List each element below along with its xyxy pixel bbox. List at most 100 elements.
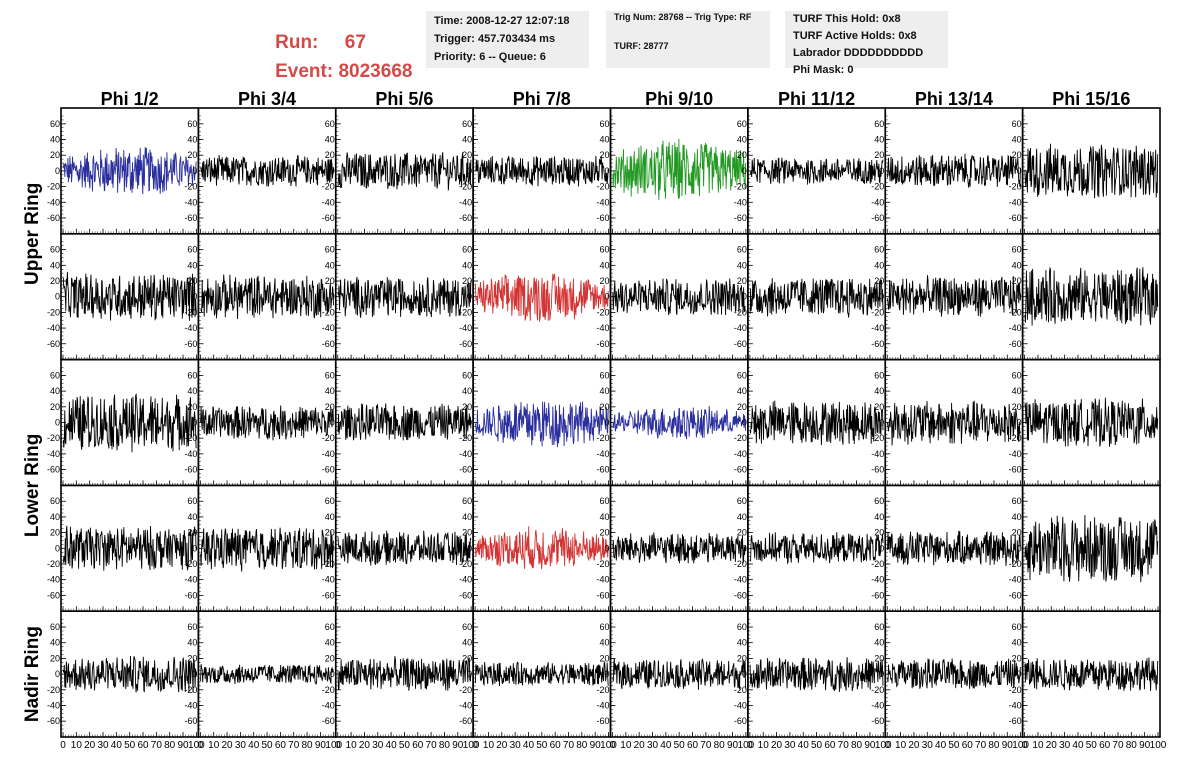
y-tick-label: 20 [599,150,609,160]
y-tick-label: -20 [322,685,335,695]
y-tick-label: 40 [599,512,609,522]
x-tick-label: 30 [922,740,934,751]
waveform-trace [474,401,609,448]
x-tick-label: 50 [262,740,274,751]
x-tick-label: 90 [864,740,876,751]
y-tick-label: 0 [330,418,335,428]
y-tick-label: 40 [325,135,335,145]
y-tick-label: 40 [325,386,335,396]
y-tick-label: 40 [1012,638,1022,648]
y-tick-label: -60 [1009,213,1022,223]
x-tick-label: 40 [1072,740,1084,751]
waveform-trace [62,271,197,321]
y-tick-label: -20 [1009,685,1022,695]
waveform-cell: 60 40 20 0 -20 -40 -60 [459,484,612,612]
y-tick-label: 40 [50,260,60,270]
y-tick-label: -20 [184,182,197,192]
waveform-cell: 60 40 20 0 -20 -40 -60 [734,107,887,235]
y-tick-label: 60 [462,370,472,380]
y-tick-label: 60 [737,245,747,255]
x-tick-label: 70 [1112,740,1124,751]
trig-num-text: Trig Num: 28768 -- Trig Type: RF [614,12,752,22]
y-tick-label: 20 [599,276,609,286]
x-tick-label: 100 [875,740,892,751]
y-tick-label: 0 [879,292,884,302]
x-tick-label: 40 [935,740,947,751]
y-tick-label: -60 [322,339,335,349]
waveform-trace [612,406,747,440]
y-tick-label: 40 [599,638,609,648]
x-tick-label: 80 [576,740,588,751]
y-tick-label: 0 [192,292,197,302]
y-tick-label: -20 [47,307,60,317]
y-tick-label: -60 [184,339,197,349]
waveform-trace [474,660,609,687]
y-tick-label: 60 [1012,496,1022,506]
waveform-cell: 60 40 20 0 -20 -40 -60 [459,107,612,235]
y-tick-label: -40 [1009,575,1022,585]
y-tick-label: 40 [874,638,884,648]
x-tick-label: 30 [1059,740,1071,751]
column-header: Phi 13/14 [915,89,993,109]
waveform-cell: 60 40 20 0 -20 -40 -60 [596,484,749,612]
y-tick-label: 0 [742,292,747,302]
waveform-cell: 60 40 20 0 -20 -40 -60 [322,233,474,361]
x-tick-label: 80 [439,740,451,751]
y-tick-label: 0 [604,543,609,553]
waveform-trace [887,153,1021,188]
y-tick-label: 0 [192,418,197,428]
x-tick-label: 30 [97,740,109,751]
y-tick-label: -60 [47,590,60,600]
y-tick-label: 20 [187,653,197,663]
y-tick-label: 20 [599,528,609,538]
y-tick-label: 20 [50,653,60,663]
waveform-trace [1024,515,1159,583]
y-tick-label: -20 [734,307,747,317]
y-tick-label: -20 [871,182,884,192]
y-tick-label: 20 [462,653,472,663]
y-tick-label: 20 [1012,150,1022,160]
x-tick-label: 60 [412,740,424,751]
y-tick-label: -40 [322,449,335,459]
waveform-trace [612,532,747,564]
y-tick-label: -60 [596,213,609,223]
labrador-text: Labrador DDDDDDDDDD [793,47,924,59]
y-tick-label: -60 [734,465,747,475]
waveform-cell: 60 40 20 0 -20 -40 -60 [871,107,1024,235]
column-header: Phi 11/12 [778,89,855,109]
y-tick-label: 40 [737,260,747,270]
waveform-cell: 60 40 20 0 -20 -40 -60 [871,610,1024,738]
y-tick-label: 40 [325,638,335,648]
y-tick-label: 40 [187,638,197,648]
x-tick-label: 30 [784,740,796,751]
y-tick-label: -60 [459,339,472,349]
y-tick-label: 40 [599,135,609,145]
y-tick-label: -40 [184,700,197,710]
y-tick-label: -20 [734,685,747,695]
waveform-trace [62,147,197,195]
y-tick-label: 0 [330,543,335,553]
y-tick-label: -60 [596,465,609,475]
x-tick-label: 50 [674,740,686,751]
y-tick-label: -40 [871,449,884,459]
y-tick-label: -60 [871,590,884,600]
y-tick-label: 0 [604,292,609,302]
y-tick-label: 60 [1012,622,1022,632]
y-tick-label: 0 [467,669,472,679]
y-tick-label: 40 [874,260,884,270]
y-tick-label: 60 [1012,245,1022,255]
x-tick-label: 10 [620,740,632,751]
x-tick-label: 80 [1126,740,1138,751]
y-tick-label: 0 [1017,292,1022,302]
y-tick-label: 0 [467,543,472,553]
waveform-cell: 60 40 20 0 -20 -40 -60 [1009,233,1161,361]
waveform-cell: 60 40 20 0 -20 -40 -60 [1009,358,1161,487]
waveform-trace [749,278,884,318]
y-tick-label: -40 [47,449,60,459]
y-tick-label: 20 [737,653,747,663]
y-tick-label: 20 [874,276,884,286]
x-tick-label: 0 [1022,740,1028,751]
column-header: Phi 9/10 [645,89,713,109]
y-tick-label: -40 [596,449,609,459]
x-tick-label: 30 [235,740,247,751]
